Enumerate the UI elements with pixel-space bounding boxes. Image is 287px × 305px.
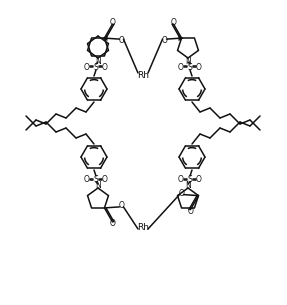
Text: S: S: [188, 63, 192, 71]
Text: O: O: [119, 36, 124, 45]
Text: N: N: [95, 181, 101, 189]
Text: O: O: [102, 174, 108, 184]
Text: Rh: Rh: [137, 70, 149, 80]
Polygon shape: [179, 35, 183, 41]
Text: O: O: [187, 207, 193, 216]
Text: O: O: [162, 36, 168, 45]
Polygon shape: [102, 35, 107, 41]
Text: O: O: [179, 189, 185, 198]
Text: O: O: [84, 63, 90, 71]
Text: O: O: [110, 18, 115, 27]
Text: O: O: [196, 174, 202, 184]
Text: Rh: Rh: [137, 223, 149, 231]
Text: N: N: [185, 56, 191, 66]
Text: O: O: [170, 18, 177, 27]
Text: S: S: [94, 63, 98, 71]
Text: O: O: [84, 174, 90, 184]
Text: O: O: [102, 63, 108, 71]
Text: O: O: [196, 63, 202, 71]
Text: O: O: [178, 63, 184, 71]
Text: N: N: [95, 56, 101, 66]
Text: S: S: [94, 174, 98, 184]
Text: O: O: [178, 174, 184, 184]
Text: O: O: [110, 219, 115, 228]
Text: N: N: [185, 181, 191, 189]
Text: S: S: [188, 174, 192, 184]
Text: O: O: [119, 201, 124, 210]
